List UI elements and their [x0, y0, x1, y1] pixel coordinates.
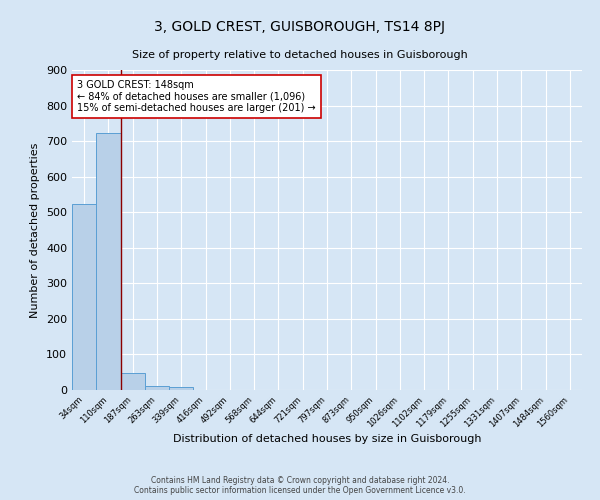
Y-axis label: Number of detached properties: Number of detached properties: [31, 142, 40, 318]
Bar: [169, 387, 193, 390]
Text: 3, GOLD CREST, GUISBOROUGH, TS14 8PJ: 3, GOLD CREST, GUISBOROUGH, TS14 8PJ: [155, 20, 445, 34]
Text: Size of property relative to detached houses in Guisborough: Size of property relative to detached ho…: [132, 50, 468, 60]
Text: 3 GOLD CREST: 148sqm
← 84% of detached houses are smaller (1,096)
15% of semi-de: 3 GOLD CREST: 148sqm ← 84% of detached h…: [77, 80, 316, 113]
Text: Contains HM Land Registry data © Crown copyright and database right 2024.
Contai: Contains HM Land Registry data © Crown c…: [134, 476, 466, 495]
X-axis label: Distribution of detached houses by size in Guisborough: Distribution of detached houses by size …: [173, 434, 481, 444]
Bar: [145, 386, 169, 390]
Bar: [72, 204, 96, 390]
Bar: [96, 132, 121, 390]
Bar: [121, 373, 145, 390]
